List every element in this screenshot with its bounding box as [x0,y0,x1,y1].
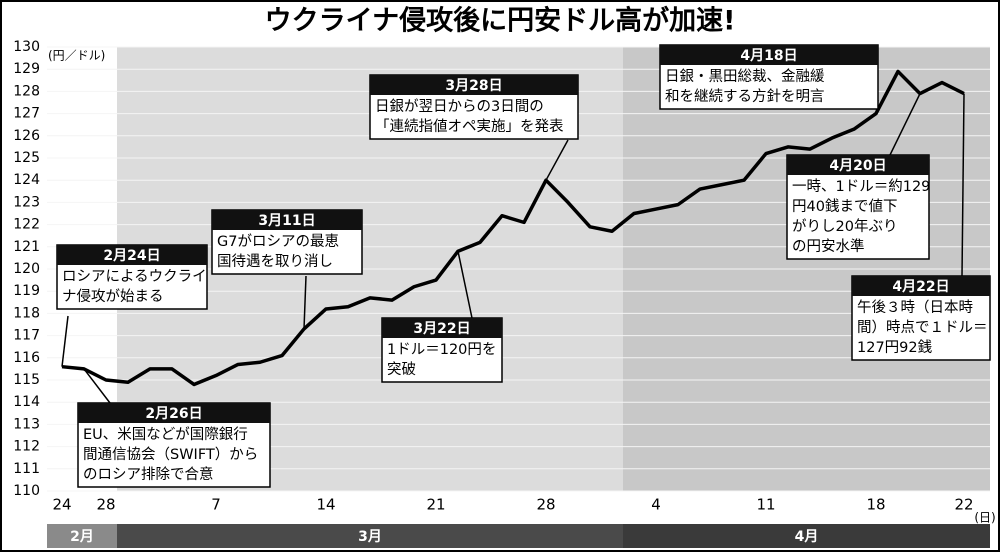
callout-header [787,155,929,175]
callout-text: 和を継続する方針を明言 [665,88,825,105]
y-tick-label: 113 [13,416,40,432]
callout-line [545,139,569,181]
y-tick-label: 121 [13,239,40,255]
callout-title: 4月22日 [892,279,949,295]
callout-header [852,276,990,296]
month-bar [47,524,117,548]
y-tick-label: 128 [13,83,40,99]
callout-text: 日銀・黒田総裁、金融緩 [665,68,825,85]
y-tick-label: 124 [13,172,40,188]
x-tick-label: 28 [536,496,555,514]
y-tick-label: 118 [13,305,40,321]
callout-text: 間）時点で１ドル＝ [857,319,988,336]
y-tick-label: 114 [13,394,40,410]
y-tick-label: 120 [13,261,40,277]
callout-line [457,251,473,319]
y-tick-label: 110 [13,483,40,499]
callout-text: 1ドル＝120円を [387,341,496,358]
y-tick-label: 130 [13,39,40,55]
callout-title: 3月11日 [258,213,315,229]
callout-title: 4月20日 [829,158,886,174]
month-bar [117,524,623,548]
y-tick-label: 127 [13,106,40,122]
callout-header [370,75,578,95]
callout-text: 一時、1ドル＝約129 [792,178,930,195]
month-label: 4月 [795,529,819,545]
month-label: 2月 [70,529,94,545]
callout-text: EU、米国などが国際銀行 [83,426,248,443]
x-axis-label: (日) [974,511,995,525]
y-tick-label: 123 [13,194,40,210]
callout-line [961,93,965,277]
callout-title: 2月24日 [103,248,160,264]
callout-header [78,403,270,423]
month-label: 3月 [358,529,382,545]
callout-header [212,210,362,230]
callout-text: ナ侵攻が始まる [62,288,164,305]
callout-text: 突破 [387,361,416,378]
x-tick-label: 4 [651,496,661,514]
callout-text: 127円92銭 [857,339,933,356]
y-tick-label: 126 [13,128,40,144]
y-tick-label: 129 [13,61,40,77]
y-tick-label: 115 [13,372,40,388]
x-tick-label: 11 [756,496,775,514]
x-tick-label: 14 [316,496,335,514]
callout-line [889,93,921,156]
callout-text: 間通信協会（SWIFT）から [83,446,258,463]
callout-text: ロシアによるウクライ [62,268,207,285]
y-axis-label: (円／ドル) [48,49,105,63]
callout-text: 日銀が翌日からの3日間の [375,98,544,115]
x-tick-label: 28 [96,496,115,514]
callout-line [61,315,69,367]
callout-line [83,368,111,404]
month-bar [623,524,990,548]
x-tick-label: 22 [954,496,973,514]
y-tick-label: 122 [13,217,40,233]
callout-line [303,275,307,329]
callout-title: 3月22日 [413,321,470,337]
callout-title: 4月18日 [740,48,797,64]
x-tick-label: 7 [211,496,221,514]
y-tick-label: 112 [13,439,40,455]
callout-title: 2月26日 [145,406,202,422]
y-tick-label: 116 [13,350,40,366]
chart-title: ウクライナ侵攻後に円安ドル高が加速! [265,5,736,37]
line [61,69,965,387]
callout-text: 円40銭まで値下 [792,198,897,215]
y-tick-label: 125 [13,150,40,166]
callout-title: 3月28日 [445,78,502,94]
callout-text: のロシア排除で合意 [83,465,214,483]
callout-header [57,245,207,265]
callout-text: 国待遇を取り消し [217,253,333,270]
x-tick-label: 18 [866,496,885,514]
callout-text: がりし20年ぶり [792,218,897,235]
x-tick-label: 21 [426,496,445,514]
callout-header [660,45,878,65]
callout-text: 「連続指値オペ実施」を発表 [375,118,564,135]
callout-text: の円安水準 [792,238,865,255]
y-tick-label: 119 [13,283,40,299]
y-tick-label: 117 [13,328,40,344]
callout-header [382,318,502,338]
callout-text: 午後３時（日本時 [857,299,973,316]
y-tick-label: 111 [13,461,40,477]
x-tick-label: 24 [52,496,71,514]
callout-text: G7がロシアの最恵 [217,233,339,250]
